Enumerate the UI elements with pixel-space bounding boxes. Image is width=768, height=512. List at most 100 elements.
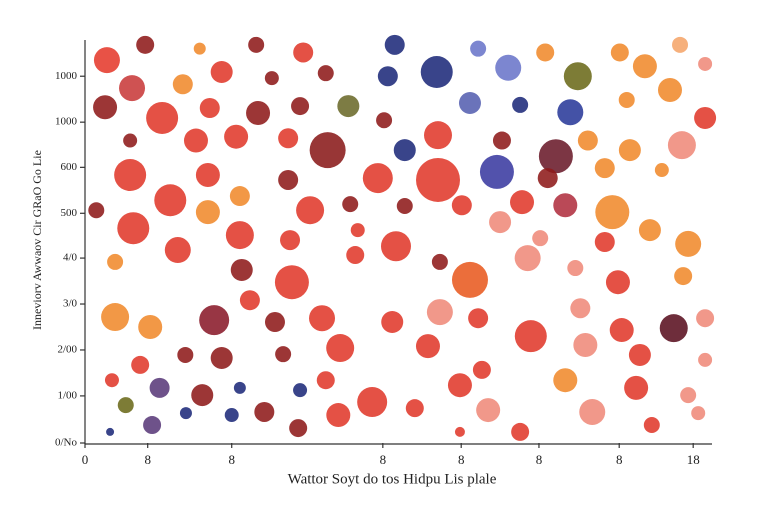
bubble xyxy=(511,422,530,441)
bubble xyxy=(454,426,465,437)
bubble xyxy=(114,159,147,191)
bubble xyxy=(246,100,271,125)
bubble xyxy=(119,75,146,102)
bubble xyxy=(143,416,162,435)
bubble xyxy=(179,407,192,420)
bubble xyxy=(431,253,448,270)
bubble xyxy=(594,232,615,252)
bubble xyxy=(512,96,529,113)
bubble xyxy=(492,131,511,150)
bubble xyxy=(88,202,105,219)
bubble xyxy=(609,318,634,343)
bubble xyxy=(362,163,393,194)
y-tick-label: 3/0 xyxy=(63,298,78,310)
bubble xyxy=(224,124,249,149)
bubble xyxy=(557,99,584,126)
bubble xyxy=(393,139,416,162)
bubble xyxy=(316,371,335,390)
bubble xyxy=(138,314,163,339)
x-tick-label: 8 xyxy=(616,452,623,467)
bubble xyxy=(579,398,606,425)
bubble xyxy=(536,43,555,62)
y-tick-label: 500 xyxy=(61,207,78,219)
bubble xyxy=(193,42,206,55)
bubble xyxy=(381,311,404,334)
bubble xyxy=(149,377,170,398)
bubble xyxy=(225,221,254,250)
bubble xyxy=(514,320,547,353)
bubble xyxy=(553,193,578,218)
bubble xyxy=(154,184,187,217)
bubble xyxy=(657,78,682,103)
bubble xyxy=(274,265,309,300)
x-tick-label: 8 xyxy=(458,452,465,467)
bubble xyxy=(537,168,558,189)
bubble xyxy=(476,398,501,423)
bubble xyxy=(191,384,214,407)
bubble xyxy=(691,406,706,421)
bubble xyxy=(296,196,325,225)
bubble xyxy=(164,237,191,264)
bubble xyxy=(380,231,411,262)
bubble xyxy=(405,399,424,418)
y-tick-label: 600 xyxy=(61,161,78,173)
bubble xyxy=(632,54,657,79)
bubble xyxy=(309,305,336,332)
bubble xyxy=(472,360,491,379)
bubble xyxy=(698,352,713,367)
bubble xyxy=(416,157,461,202)
bubble xyxy=(123,133,138,148)
bubble xyxy=(698,56,713,71)
bubble xyxy=(694,106,717,129)
bubble xyxy=(376,112,393,129)
bubble xyxy=(101,303,130,332)
bubble xyxy=(317,65,334,82)
bubble xyxy=(384,34,405,55)
bubble xyxy=(451,195,472,216)
bubble xyxy=(117,212,150,245)
bubble xyxy=(470,40,487,57)
y-tick-label: 4/0 xyxy=(63,252,78,264)
x-tick-label: 8 xyxy=(144,452,151,467)
bubble xyxy=(106,427,115,436)
bubble xyxy=(230,258,253,281)
bubble xyxy=(136,35,155,54)
bubble xyxy=(104,373,119,388)
bubble xyxy=(233,381,246,394)
bubble xyxy=(495,54,522,81)
bubble xyxy=(275,346,292,363)
y-axis-label: Inneviorv Awwaov Cir GRaO Go Lie xyxy=(30,150,44,330)
bubble xyxy=(183,128,208,153)
bubble xyxy=(415,334,440,359)
bubble xyxy=(346,246,365,265)
bubble xyxy=(426,299,453,326)
bubble xyxy=(532,230,549,247)
bubble xyxy=(210,347,233,370)
bubble xyxy=(563,62,592,91)
bubble xyxy=(680,387,697,404)
bubble xyxy=(424,121,453,150)
bubble xyxy=(654,163,669,178)
y-tick-label: 0/No xyxy=(55,437,78,449)
bubble xyxy=(172,74,193,95)
bubble xyxy=(229,186,250,207)
bubble xyxy=(553,368,578,393)
y-tick-label: 1000 xyxy=(55,70,78,82)
y-tick-label: 1/00 xyxy=(57,389,77,401)
bubble xyxy=(479,154,514,189)
y-tick-label: 1000 xyxy=(55,116,78,128)
bubble xyxy=(350,223,365,238)
bubble xyxy=(309,132,346,169)
bubble xyxy=(577,130,598,151)
bubble xyxy=(605,270,630,295)
bubble xyxy=(667,131,696,160)
bubble xyxy=(107,253,124,270)
bubble xyxy=(177,346,194,363)
bubble xyxy=(594,158,615,179)
bubble xyxy=(610,43,629,62)
y-tick-label: 2/00 xyxy=(57,343,77,355)
bubble xyxy=(570,298,591,319)
bubble xyxy=(672,36,689,53)
bubble xyxy=(93,47,120,74)
